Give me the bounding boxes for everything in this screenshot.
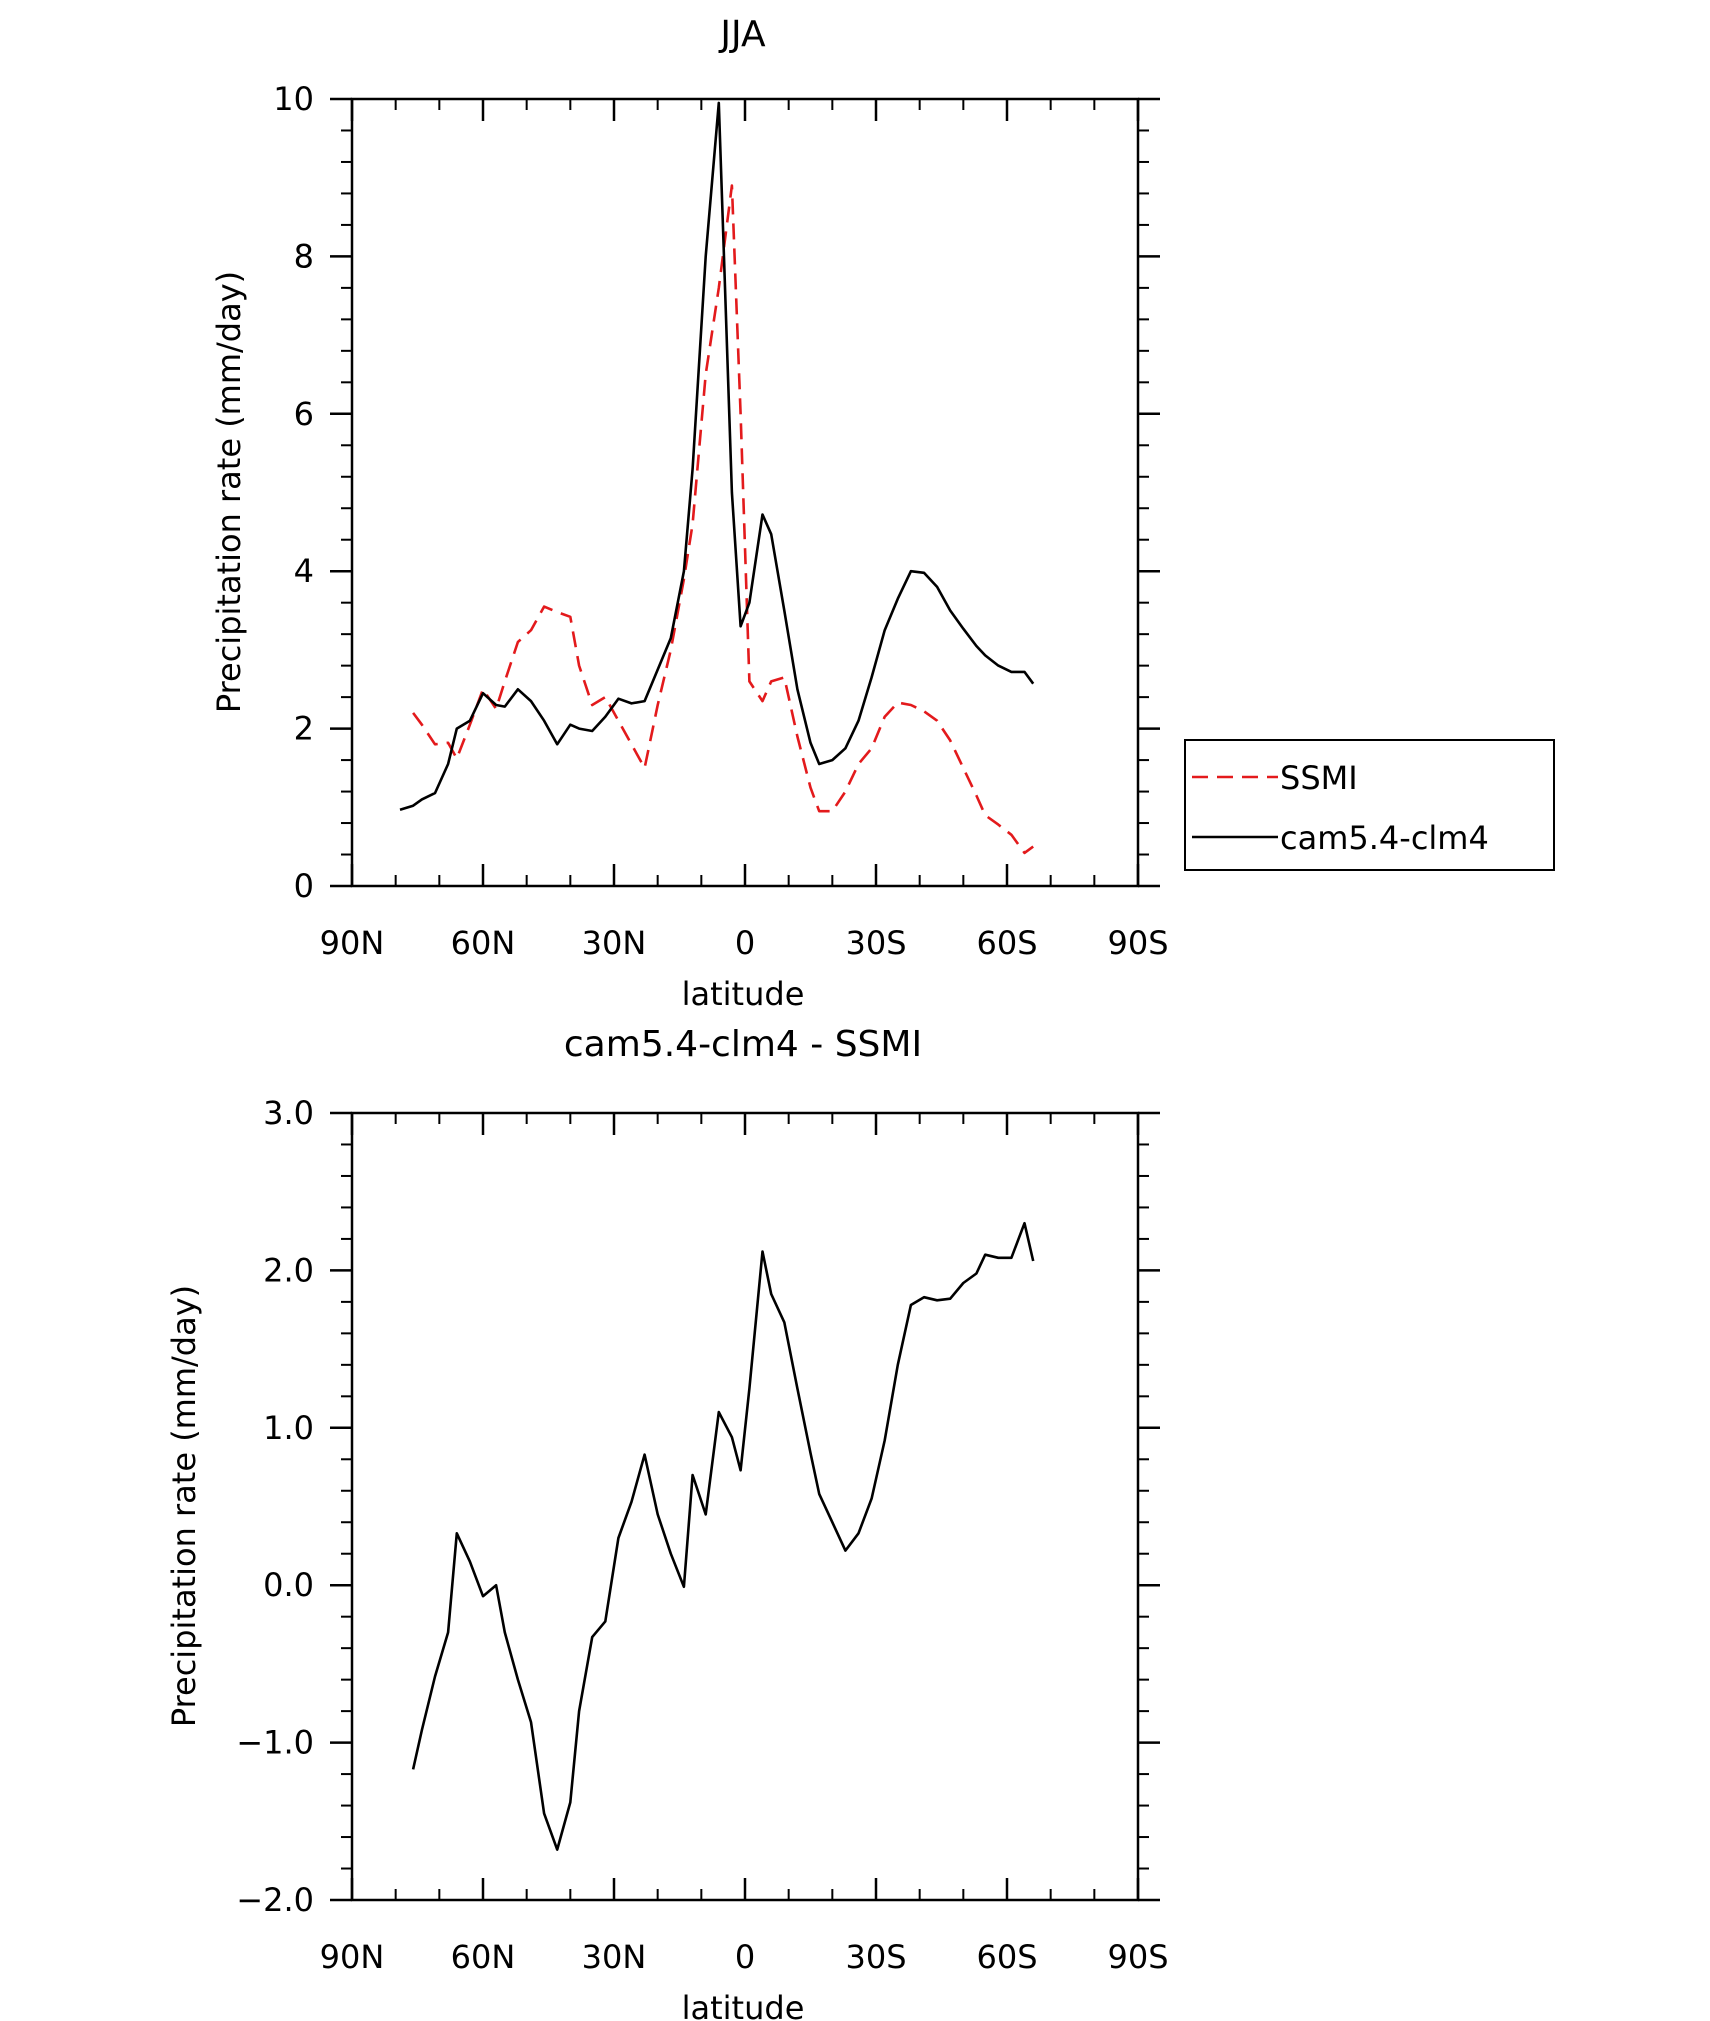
y-tick-label: 2.0: [263, 1251, 314, 1289]
x-tick-label: 60N: [451, 924, 516, 962]
panel-difference: cam5.4-clm4 - SSMI −2.0−1.00.01.02.03.0 …: [165, 1024, 1169, 2021]
x-tick-label: 30N: [582, 924, 647, 962]
y-axis-label: Precipitation rate (mm/day): [210, 271, 248, 713]
panel-jja: JJA 0 2 4 6 8 10 90N 60N 30N 0 30S 60S 90S latitude…: [210, 14, 1555, 1013]
plot-frame: [350, 1111, 1140, 1902]
plot-frame: [350, 97, 1140, 888]
x-tick-label: 60S: [976, 1938, 1037, 1976]
tick-marks: [330, 1111, 1160, 1902]
chart-title: JJA: [718, 14, 766, 55]
x-axis-label: latitude: [682, 1989, 805, 2021]
y-tick-label: 3.0: [263, 1094, 314, 1132]
series-line-cam5-4-clm4: [399, 101, 1035, 811]
x-tick-label: 30S: [845, 1938, 906, 1976]
legend-label-cam: cam5.4-clm4: [1280, 819, 1489, 857]
tick-marks: [330, 97, 1160, 888]
y-tick-label: 0.0: [263, 1566, 314, 1604]
x-tick-labels: 90N 60N 30N 0 30S 60S 90S: [320, 924, 1169, 962]
y-tick-label: −1.0: [236, 1724, 314, 1762]
x-tick-label: 60S: [976, 924, 1037, 962]
legend: SSMI cam5.4-clm4: [1184, 739, 1555, 871]
x-tick-label: 90S: [1107, 1938, 1168, 1976]
x-tick-label: 0: [735, 924, 755, 962]
y-tick-label: 0: [294, 867, 314, 905]
series-line-ssmi: [412, 184, 1034, 855]
x-tick-label: 0: [735, 1938, 755, 1976]
legend-box: [1184, 739, 1555, 871]
x-tick-label: 30S: [845, 924, 906, 962]
x-tick-labels: 90N 60N 30N 0 30S 60S 90S: [320, 1938, 1169, 1976]
series-line-cam5-4-clm4-ssmi: [411, 1221, 1035, 1851]
y-tick-label: 6: [294, 395, 314, 433]
x-tick-label: 60N: [451, 1938, 516, 1976]
y-tick-label: 4: [294, 552, 314, 590]
y-tick-labels: −2.0 −1.0 0.0 1.0 2.0 3.0: [236, 1094, 314, 1919]
y-tick-label: 8: [294, 237, 314, 275]
y-tick-label: 10: [273, 80, 314, 118]
y-tick-label: 1.0: [263, 1409, 314, 1447]
y-tick-label: 2: [294, 710, 314, 748]
series-lines: [399, 101, 1035, 855]
x-tick-label: 90S: [1107, 924, 1168, 962]
y-axis-label: Precipitation rate (mm/day): [165, 1285, 203, 1727]
y-tick-labels: 0 2 4 6 8 10: [273, 80, 314, 905]
x-tick-label: 90N: [320, 1938, 385, 1976]
x-tick-label: 90N: [320, 924, 385, 962]
series-lines: [411, 1221, 1035, 1851]
legend-label-ssmi: SSMI: [1280, 759, 1358, 797]
chart-title: cam5.4-clm4 - SSMI: [564, 1024, 922, 1065]
x-tick-label: 30N: [582, 1938, 647, 1976]
y-tick-label: −2.0: [236, 1881, 314, 1919]
x-axis-label: latitude: [682, 975, 805, 1013]
